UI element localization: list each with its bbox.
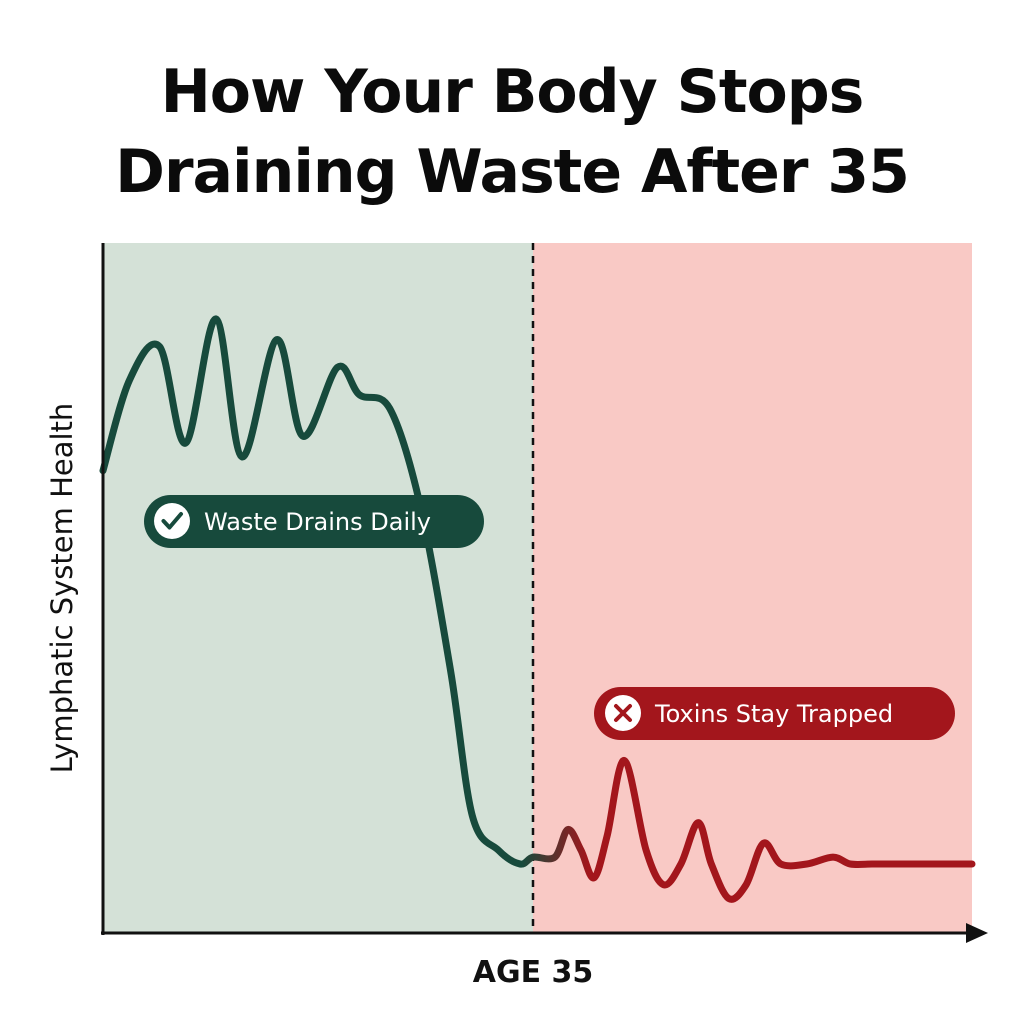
- decline-zone-background: [533, 243, 972, 933]
- chart-title: How Your Body Stops Draining Waste After…: [0, 52, 1024, 212]
- y-axis-label: Lymphatic System Health: [45, 403, 79, 774]
- lymphatic-health-curve: [99, 315, 976, 903]
- title-line-2: Draining Waste After 35: [115, 137, 910, 207]
- x-axis-label: AGE 35: [473, 955, 594, 990]
- toxins-stay-trapped-label: Toxins Stay Trapped: [654, 700, 893, 728]
- healthy-zone-background: [103, 243, 533, 933]
- waste-drains-daily-label: Waste Drains Daily: [204, 508, 431, 536]
- x-circle-icon: [605, 695, 641, 731]
- x-axis-arrowhead: [966, 923, 988, 943]
- check-circle-icon: [154, 503, 190, 539]
- toxins-stay-trapped-badge: Toxins Stay Trapped: [594, 687, 955, 740]
- title-line-1: How Your Body Stops: [160, 57, 865, 127]
- waste-drains-daily-badge: Waste Drains Daily: [144, 495, 484, 548]
